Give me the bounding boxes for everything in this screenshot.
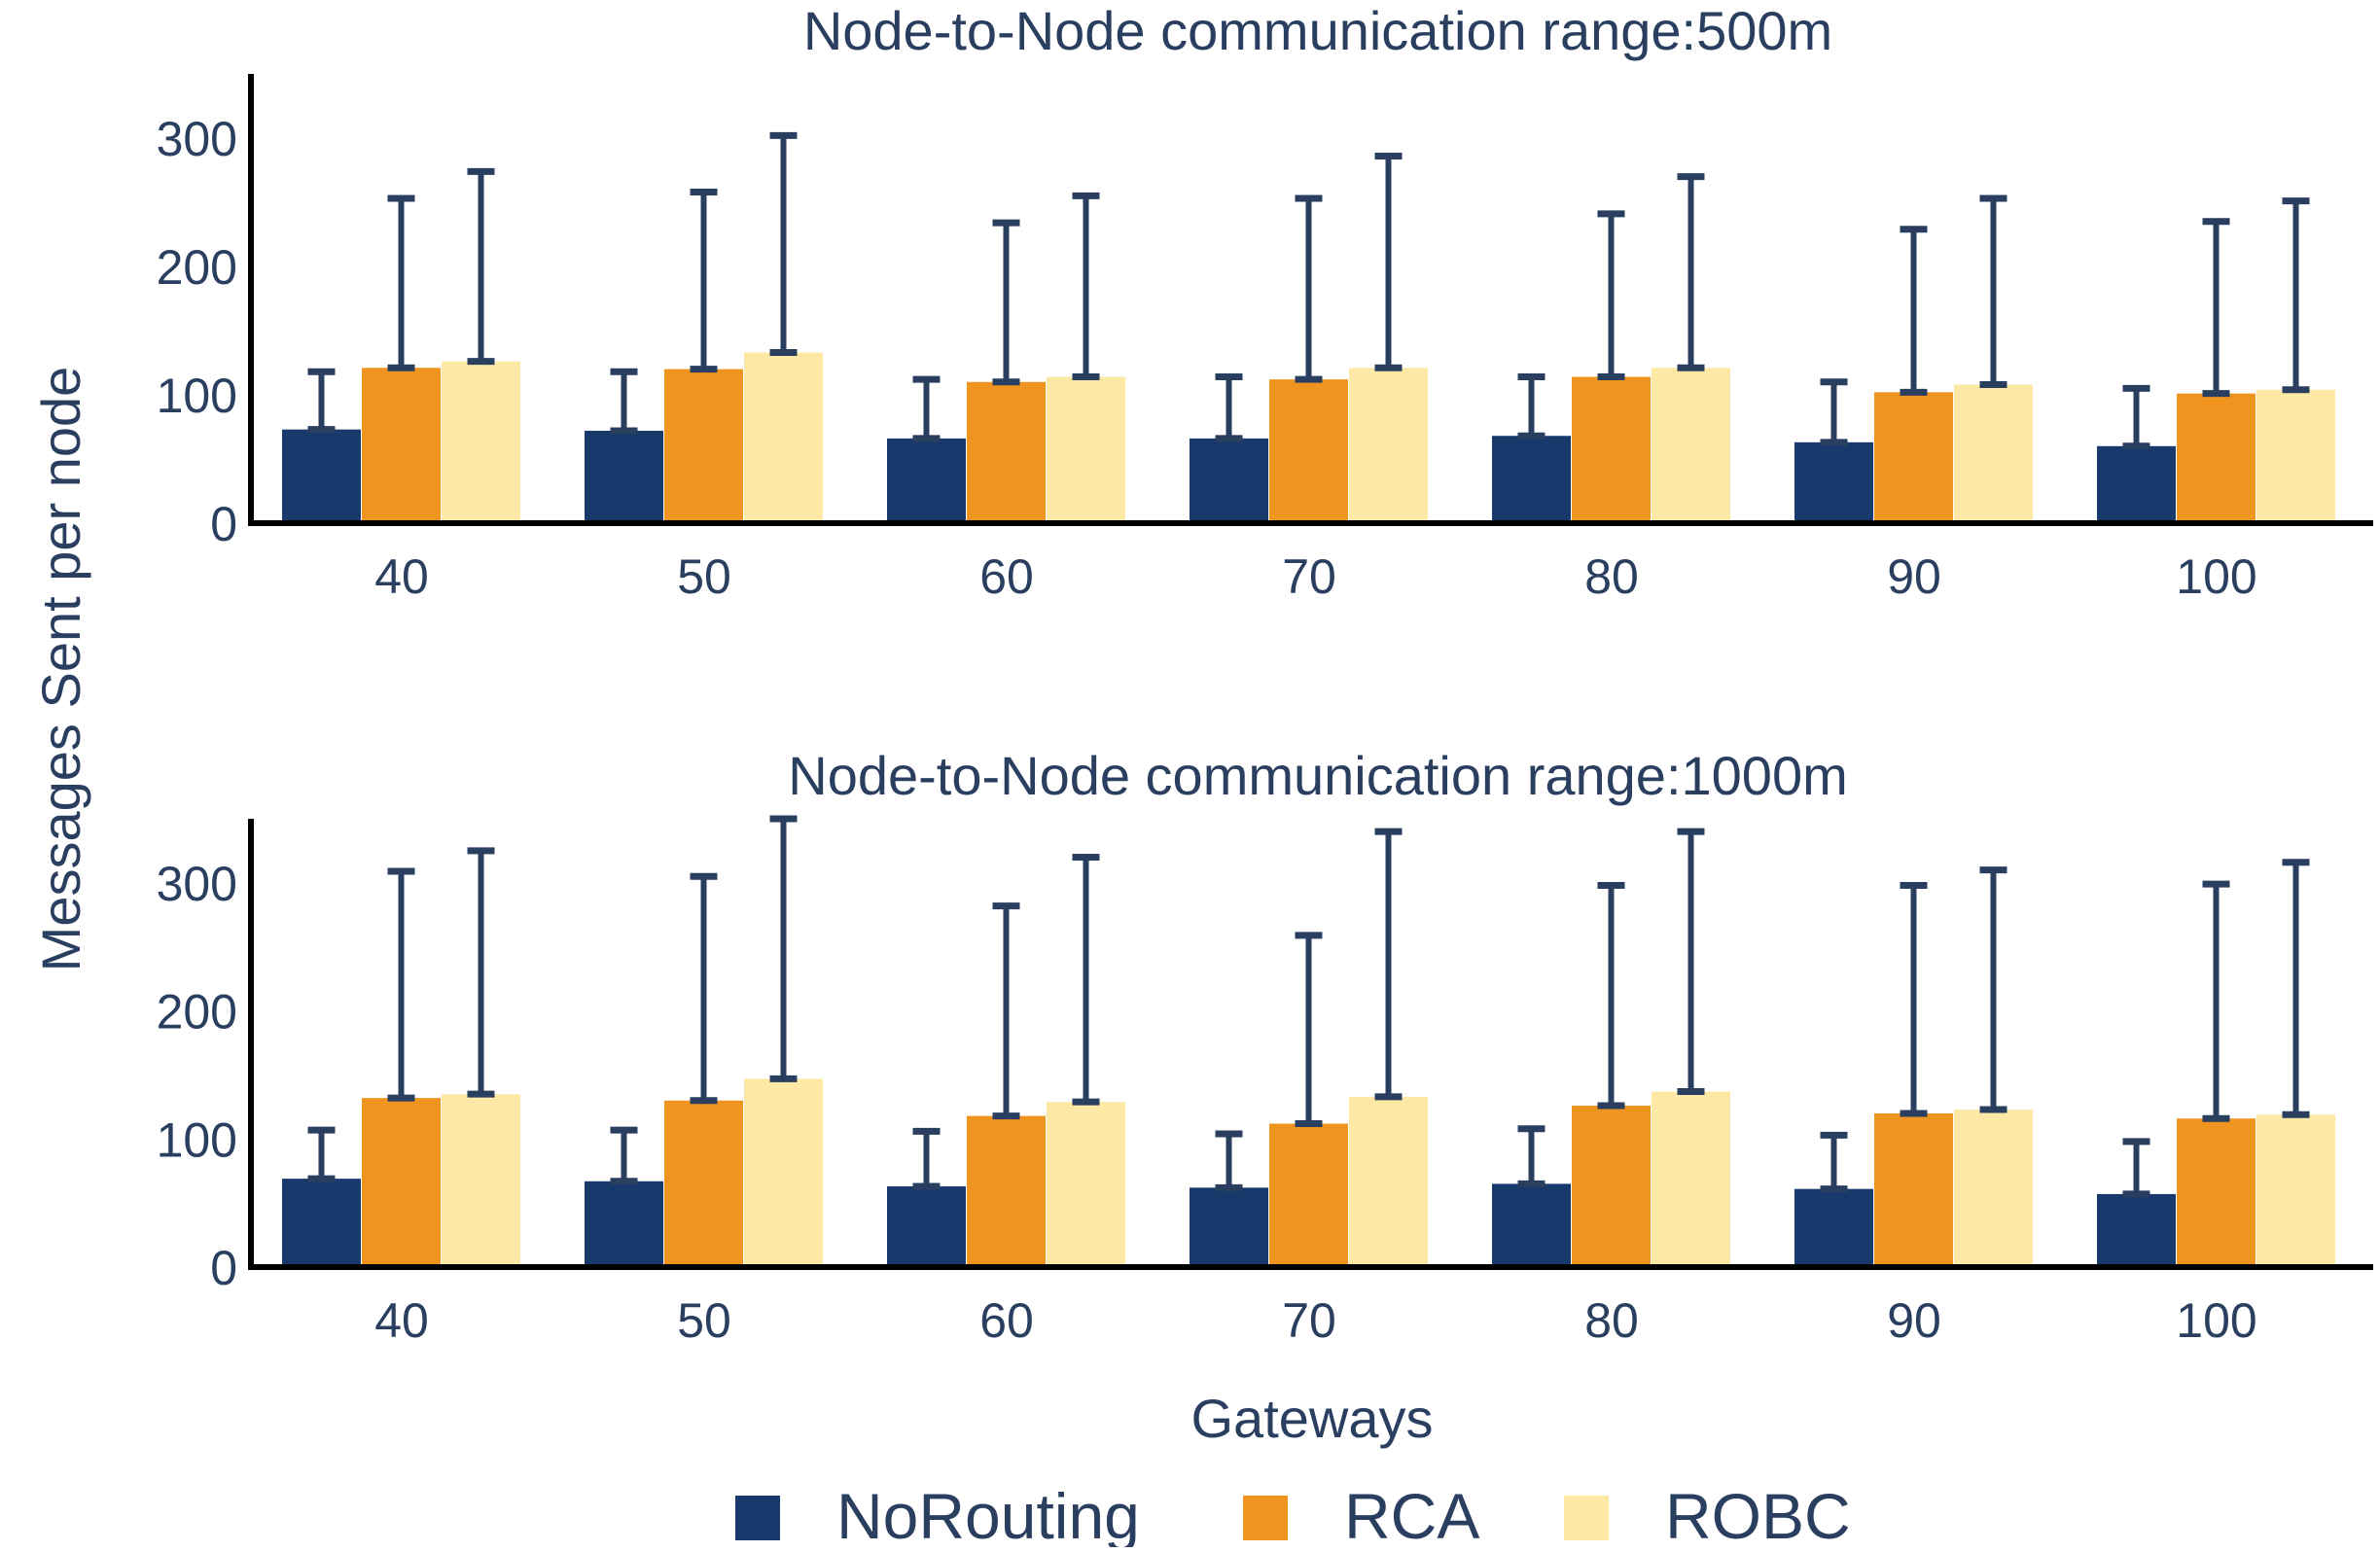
bar-norouting-100 [2097,445,2176,523]
bar-rca-90 [1874,392,1953,523]
bar-robc-40 [442,1094,520,1267]
y-tick-label: 0 [210,497,237,551]
y-tick-label: 100 [157,1112,237,1167]
panel-1: Node-to-Node communication range:500m 0 10… [157,0,2373,604]
y-tick-label: 0 [210,1241,237,1295]
x-tick-label: 80 [1584,549,1639,604]
x-axis-label: Gateways [1191,1388,1434,1449]
bar-norouting-50 [585,430,663,523]
legend-swatch-rca [1243,1496,1288,1540]
bar-norouting-90 [1794,441,1873,523]
bar-robc-90 [1954,1109,2033,1267]
bar-norouting-90 [1794,1188,1873,1267]
bar-rca-60 [967,1115,1046,1267]
x-tick-label: 70 [1282,1293,1336,1348]
bar-robc-50 [744,1078,823,1267]
x-tick-label: 90 [1887,549,1941,604]
bar-robc-60 [1047,376,1125,523]
bar-rca-40 [362,368,441,523]
legend-label-rca: RCA [1344,1480,1479,1547]
bar-rca-80 [1572,376,1651,523]
y-tick-label: 300 [157,112,237,166]
panel-title: Node-to-Node communication range:500m [803,0,1832,61]
x-tick-label: 50 [677,549,731,604]
bar-robc-100 [2256,1114,2335,1267]
x-tick-label: 100 [2176,549,2256,604]
bar-norouting-100 [2097,1193,2176,1267]
bar-robc-60 [1047,1102,1125,1267]
bar-rca-60 [967,381,1046,523]
x-tick-label: 50 [677,1293,731,1348]
bar-norouting-70 [1190,1187,1268,1267]
bar-rca-70 [1269,1123,1348,1267]
bar-rca-90 [1874,1112,1953,1267]
bar-robc-100 [2256,389,2335,523]
legend-swatch-robc [1564,1496,1609,1540]
bar-robc-80 [1652,1091,1730,1267]
bar-norouting-80 [1492,1183,1571,1267]
legend-swatch-norouting [735,1496,780,1540]
legend-label-robc: ROBC [1665,1480,1851,1547]
x-tick-label: 60 [979,1293,1034,1348]
bar-norouting-50 [585,1181,663,1267]
x-tick-label: 100 [2176,1293,2256,1348]
x-tick-label: 40 [374,549,429,604]
x-tick-label: 70 [1282,549,1336,604]
bar-norouting-40 [282,1179,361,1267]
bar-rca-100 [2177,1118,2256,1267]
bar-rca-50 [664,1100,743,1267]
x-tick-label: 60 [979,549,1034,604]
bar-norouting-60 [887,438,966,523]
bar-robc-90 [1954,384,2033,523]
bar-rca-40 [362,1098,441,1267]
bar-robc-80 [1652,368,1730,523]
x-tick-label: 80 [1584,1293,1639,1348]
bar-robc-40 [442,361,520,523]
x-tick-label: 40 [374,1293,429,1348]
y-axis-label: Messages Sent per node [30,367,91,972]
bar-rca-80 [1572,1106,1651,1267]
y-tick-label: 200 [157,985,237,1040]
bar-norouting-80 [1492,436,1571,523]
panel-title: Node-to-Node communication range:1000m [788,745,1847,806]
y-tick-label: 200 [157,240,237,295]
bar-robc-50 [744,352,823,523]
legend-label-norouting: NoRouting [836,1480,1140,1547]
y-tick-label: 100 [157,369,237,423]
chart-panels: Node-to-Node communication range:500m 0 10… [157,0,2373,1348]
legend: NoRouting RCA ROBC [735,1480,1851,1552]
y-tick-label: 300 [157,857,237,911]
bar-norouting-60 [887,1186,966,1267]
bar-rca-70 [1269,379,1348,523]
bar-rca-50 [664,369,743,523]
bar-rca-100 [2177,393,2256,523]
bar-robc-70 [1349,1096,1428,1267]
x-tick-label: 90 [1887,1293,1941,1348]
bar-robc-70 [1349,368,1428,523]
panel-2: Node-to-Node communication range:1000m 0 1… [157,745,2373,1348]
bar-norouting-40 [282,429,361,523]
bar-norouting-70 [1190,438,1268,523]
